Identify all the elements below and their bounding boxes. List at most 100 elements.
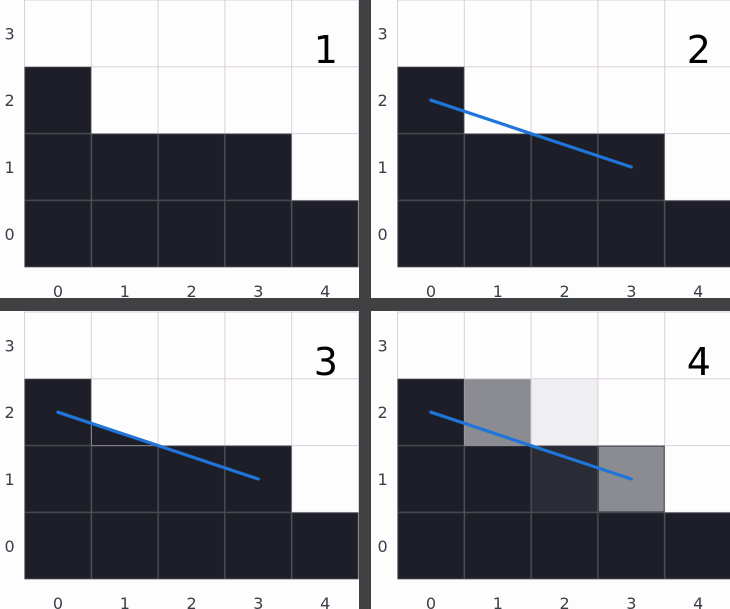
grid-line [24,512,92,580]
grid-line [24,378,92,446]
filled-cell [91,133,159,201]
filled-cell [291,200,359,268]
y-tick-label: 1 [5,158,15,177]
grid-line [397,512,465,580]
x-tick-label: 3 [626,282,636,301]
y-tick-label: 0 [378,225,388,244]
filled-cell [158,133,225,201]
filled-cell [158,200,225,268]
grid-line [397,200,465,268]
y-tick-label: 0 [5,537,15,556]
grid-line [158,445,225,513]
grid-line [464,445,532,513]
grid-line [464,200,532,268]
x-tick-label: 3 [253,282,263,301]
horizontal-divider [0,298,730,311]
grid-line [397,133,465,201]
grid-line [291,512,359,580]
y-tick-label: 2 [378,403,388,422]
panel-3: 0 1 2 3 0 1 2 3 4 3 [5,311,359,609]
grid-line [224,133,292,201]
x-tick-label: 1 [120,594,130,609]
grid-line [224,200,292,268]
filled-cell [24,512,92,580]
grid-line [224,445,292,513]
filled-cell [597,512,665,580]
grid-line [24,133,92,201]
panel-number: 3 [314,340,338,384]
filled-cell [464,200,532,268]
x-tick-label: 2 [187,282,197,301]
grid-line [91,512,159,580]
panel-1: 0 1 2 3 0 1 2 3 4 1 [5,0,359,301]
grid-line [397,66,465,134]
x-tick-label: 3 [253,594,263,609]
filled-cell [91,200,159,268]
x-tick-label: 2 [187,594,197,609]
panel-number: 2 [687,28,711,72]
y-tick-label: 1 [5,470,15,489]
x-tick-label: 4 [693,282,703,301]
line-segment [56,410,260,481]
y-tick-label: 3 [5,24,15,43]
x-tick-label: 1 [120,282,130,301]
grid-line [397,445,465,513]
x-tick-label: 0 [426,594,436,609]
filled-cell [597,200,665,268]
y-tick-label: 2 [5,403,15,422]
filled-cell [397,445,465,513]
filled-cell [531,512,598,580]
filled-cell [464,512,532,580]
grid-line [464,512,532,580]
grid-line [531,133,598,201]
x-tick-label: 1 [493,594,503,609]
panel-number: 1 [314,28,338,72]
grid-line [531,200,598,268]
antialias-cell [531,378,598,446]
grid-line [597,200,665,268]
y-tick-label: 1 [378,158,388,177]
x-tick-label: 3 [626,594,636,609]
panel-number: 4 [687,340,711,384]
grid-line [158,200,225,268]
grid-line [24,66,92,134]
grid-line [597,133,665,201]
grid-line [24,445,92,513]
x-tick-label: 2 [560,282,570,301]
filled-cell [397,133,465,201]
y-tick-label: 0 [5,225,15,244]
grid-line [224,512,292,580]
x-tick-label: 0 [53,282,63,301]
grid-line [397,378,465,446]
y-tick-label: 3 [378,336,388,355]
filled-cell [291,512,359,580]
grid-line [91,445,159,513]
filled-cell [664,512,730,580]
x-tick-label: 1 [493,282,503,301]
filled-cell [224,512,292,580]
filled-cell [464,445,532,513]
x-tick-label: 4 [320,282,330,301]
grid-line [91,200,159,268]
filled-cell [664,200,730,268]
y-tick-label: 2 [5,91,15,110]
panel-4: 0 1 2 3 0 1 2 3 4 4 [378,311,730,609]
grid-line [531,445,598,513]
filled-cell [464,133,532,201]
y-tick-label: 3 [5,336,15,355]
filled-cell [24,200,92,268]
filled-cell [397,200,465,268]
grid-line [91,133,159,201]
grid-line [464,133,532,201]
y-tick-label: 1 [378,470,388,489]
filled-cell [24,66,92,134]
x-tick-label: 4 [320,594,330,609]
line-segment [429,410,633,481]
line-segment [429,98,633,169]
grid-line [531,512,598,580]
x-tick-label: 0 [53,594,63,609]
panel-2: 0 1 2 3 0 1 2 3 4 2 [378,0,730,301]
filled-cell [531,200,598,268]
grid-line [597,445,665,513]
